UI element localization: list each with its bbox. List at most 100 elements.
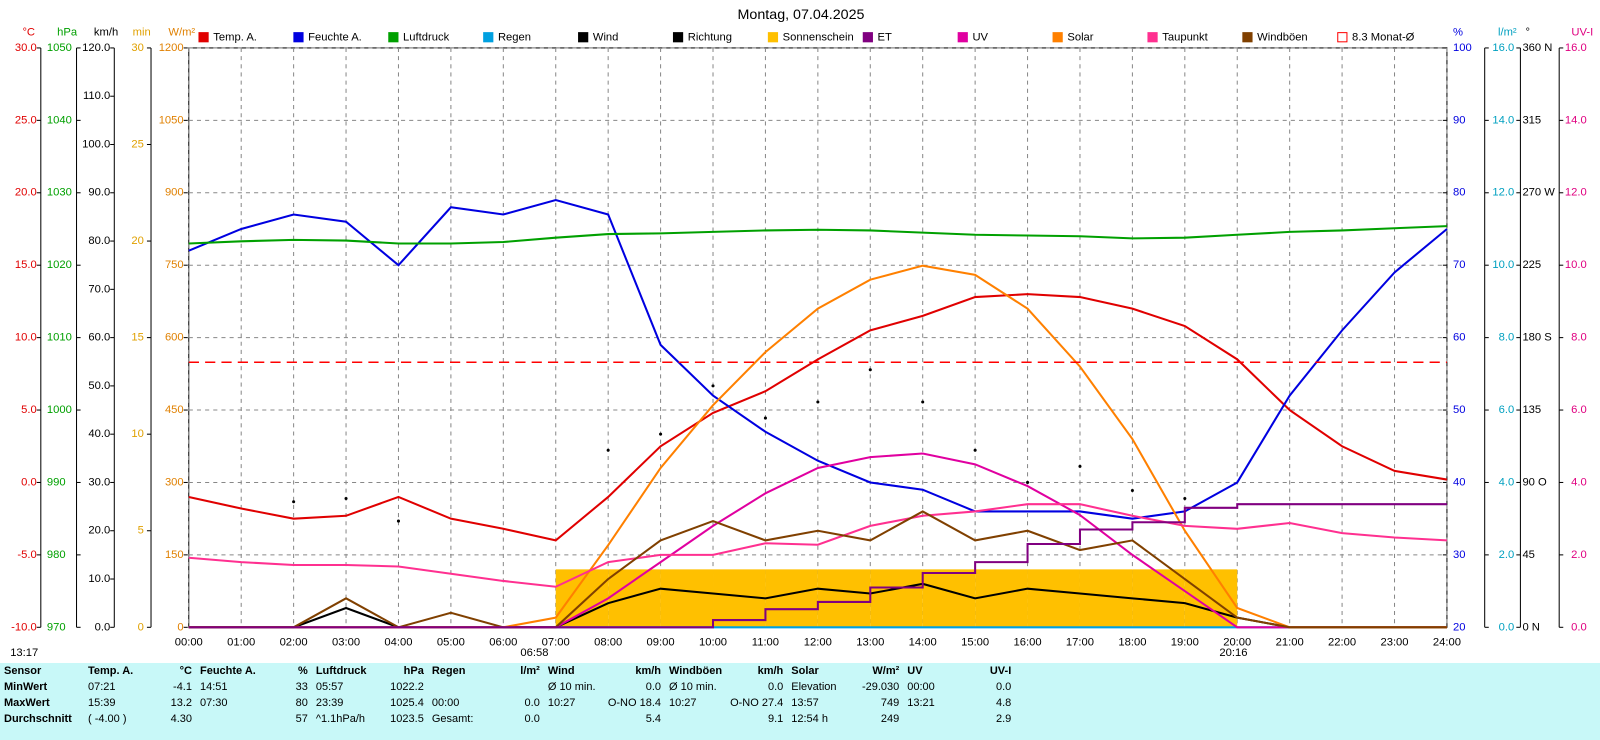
legend-swatch (1337, 32, 1348, 43)
table-cell: W/m² (872, 665, 900, 677)
table-cell: 0.0 (767, 681, 784, 693)
y-tick-label: 20 (1453, 621, 1465, 633)
y-tick-label: 15 (131, 332, 143, 344)
x-tick-label: 13:00 (856, 637, 884, 649)
y-tick-label: 30.0 (88, 476, 110, 488)
legend-label: Regen (498, 32, 531, 44)
y-tick-label: 1050 (47, 42, 72, 54)
sunshine-bar (870, 569, 923, 628)
table-cell: hPa (403, 665, 424, 677)
direction-dot (292, 500, 296, 504)
x-tick-label: 12:00 (804, 637, 832, 649)
y-tick-label: 1030 (47, 187, 72, 199)
y-tick-label: 1000 (47, 404, 72, 416)
y-tick-label: 900 (165, 187, 184, 199)
y-tick-label: 270 W (1522, 187, 1555, 199)
table-cell: 13:57 (791, 697, 819, 709)
y-tick-label: 80.0 (88, 235, 110, 247)
sunshine-bar (817, 569, 871, 628)
table-cell: MaxWert (4, 697, 50, 709)
y-tick-label: 750 (165, 259, 184, 271)
table-row: Sensor Temp. A. °C Feuchte A.% Luftdruck hPa R… (0, 663, 1015, 679)
table-cell: Sensor (4, 665, 42, 677)
legend-swatch (1242, 32, 1253, 43)
y-tick-label: 50 (1453, 404, 1465, 416)
direction-dot (763, 416, 767, 420)
table-cell: UV-I (989, 665, 1012, 677)
y-tick-label: 315 (1522, 114, 1541, 126)
axis-unit: l/m² (1498, 27, 1517, 39)
direction-dot (921, 400, 925, 404)
table-cell: °C (179, 665, 192, 677)
table-cell: 0.0 (524, 713, 540, 725)
table-cell: 9.1 (767, 713, 784, 725)
y-tick-label: 970 (47, 621, 66, 633)
table-cell: 05:57 (315, 681, 344, 693)
y-tick-label: 90 (1453, 114, 1465, 126)
legend-label: ET (878, 32, 892, 44)
axis-unit: km/h (94, 27, 118, 39)
y-tick-label: 180 S (1522, 332, 1551, 344)
sunshine-bar (555, 569, 609, 628)
y-tick-label: 1040 (47, 114, 72, 126)
y-tick-label: 120.0 (82, 42, 110, 54)
legend-label: Solar (1067, 32, 1093, 44)
annotation: 20:16 (1219, 647, 1247, 659)
table-cell: Ø 10 min. (669, 681, 717, 693)
axis-unit: W/m² (168, 27, 195, 39)
legend-label: Feuchte A. (308, 32, 362, 44)
y-tick-label: 0 (177, 621, 183, 633)
table-cell: km/h (635, 665, 662, 677)
table-cell: 07:21 (88, 681, 116, 693)
axis-unit: UV-I (1571, 27, 1593, 39)
annotation: 13:17 (10, 647, 38, 659)
table-cell: 00:00 (431, 697, 460, 709)
table-cell: Temp. A. (88, 665, 134, 677)
y-tick-label: 0.0 (1499, 621, 1515, 633)
y-tick-label: 1020 (47, 259, 72, 271)
table-cell: 10:27 (547, 697, 576, 709)
series-line (188, 503, 1447, 588)
y-tick-label: 90 O (1522, 476, 1547, 488)
table-cell (665, 711, 726, 727)
x-tick-label: 00:00 (175, 637, 203, 649)
y-tick-label: 80 (1453, 187, 1465, 199)
legend-label: Taupunkt (1162, 32, 1208, 44)
table-row: MaxWert 15:39 13.2 07:30 80 23:39 1025.4 00:00 0… (0, 695, 1015, 711)
y-tick-label: 10.0 (1492, 259, 1514, 271)
table-cell: 12:54 h (791, 713, 828, 725)
y-tick-label: 30.0 (15, 42, 37, 54)
y-tick-label: 16.0 (1565, 42, 1587, 54)
y-tick-label: -10.0 (11, 621, 37, 633)
direction-dot (868, 368, 872, 372)
y-tick-label: 40 (1453, 476, 1465, 488)
x-tick-label: 03:00 (332, 637, 360, 649)
table-cell: Feuchte A. (200, 665, 256, 677)
x-tick-label: 16:00 (1014, 637, 1042, 649)
sunshine-bar (975, 569, 1028, 628)
table-cell: Solar (791, 665, 819, 677)
stats-table: Sensor Temp. A. °C Feuchte A.% Luftdruck hPa R… (0, 663, 1015, 727)
x-tick-label: 10:00 (699, 637, 727, 649)
y-tick-label: 20.0 (88, 525, 110, 537)
y-tick-label: 225 (1522, 259, 1541, 271)
series-line (188, 225, 1447, 245)
y-tick-label: 980 (47, 549, 66, 561)
table-cell: 13:21 (907, 697, 935, 709)
table-cell: Luftdruck (315, 665, 367, 677)
y-tick-label: 10.0 (88, 573, 110, 585)
y-tick-label: 45 (1522, 549, 1534, 561)
y-tick-label: 10.0 (15, 332, 37, 344)
y-tick-label: 8.0 (1499, 332, 1515, 344)
table-cell: 13.2 (170, 697, 192, 709)
x-tick-label: 02:00 (280, 637, 308, 649)
table-cell: 0.0 (995, 681, 1012, 693)
direction-dot (1130, 488, 1134, 493)
y-tick-label: 1010 (47, 332, 72, 344)
table-cell: Durchschnitt (4, 713, 72, 725)
table-cell: 1023.5 (390, 713, 424, 725)
y-tick-label: 100.0 (82, 138, 110, 150)
table-cell: O-NO 18.4 (607, 697, 662, 709)
y-tick-label: 1200 (159, 42, 184, 54)
legend-swatch (293, 32, 304, 43)
